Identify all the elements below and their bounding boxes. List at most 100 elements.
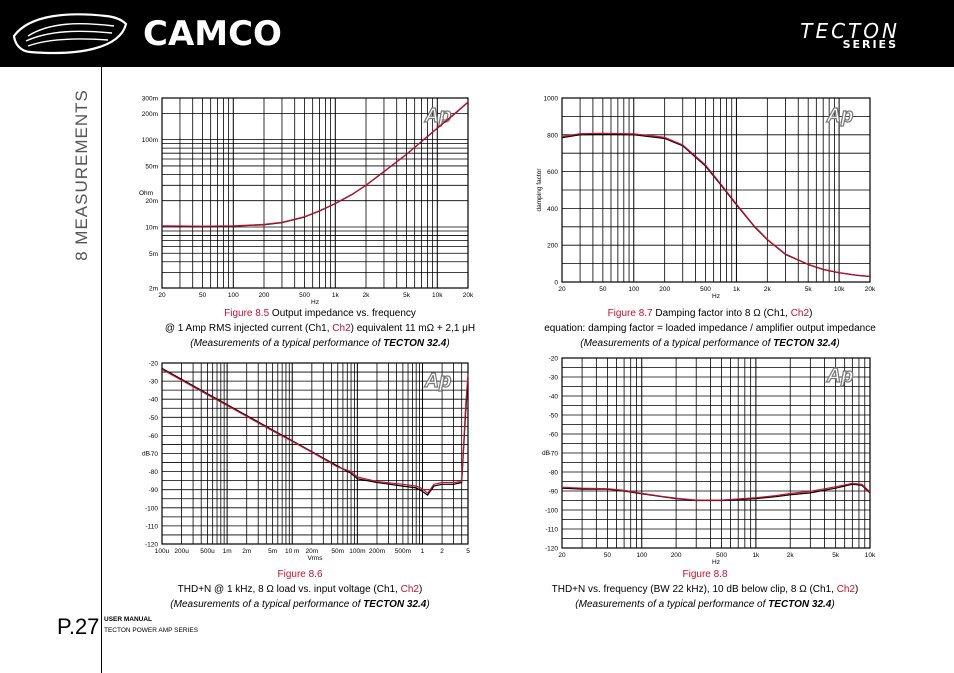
x-tick-label: 500m — [395, 548, 411, 555]
y-tick-label: -70 — [549, 451, 559, 458]
x-tick-label: 5k — [805, 286, 813, 293]
x-tick-label: 500 — [299, 292, 310, 299]
y-tick-label: 10m — [145, 224, 158, 231]
y-tick-label: -80 — [549, 470, 559, 477]
y-tick-label: -20 — [549, 356, 559, 363]
x-tick-label: 100u — [155, 548, 170, 555]
y-tick-label: 300m — [142, 96, 158, 103]
series-ch1-line — [161, 367, 469, 496]
y-axis-label: dB — [142, 451, 150, 458]
y-tick-label: 200m — [142, 111, 158, 118]
x-tick-label: 100m — [349, 548, 365, 555]
y-tick-label: -50 — [149, 415, 159, 422]
section-title: 8 MEASUREMENTS — [72, 89, 91, 261]
x-tick-label: 200 — [659, 286, 670, 293]
y-tick-label: -70 — [149, 451, 159, 458]
grid — [161, 97, 469, 289]
y-tick-label: -30 — [549, 375, 559, 382]
x-tick-label: 5k — [832, 552, 840, 559]
y-tick-label: -120 — [145, 542, 158, 549]
footer-manual: USER MANUAL — [104, 616, 153, 623]
y-tick-label: -80 — [149, 469, 159, 476]
y-tick-label: 400 — [547, 206, 558, 213]
y-tick-label: 100m — [142, 137, 158, 144]
plot-frame — [161, 362, 469, 545]
x-tick-label: 1k — [332, 292, 340, 299]
caption-fig87: Figure 8.7 Damping factor into 8 Ω (Ch1,… — [544, 308, 876, 349]
plot-frame — [161, 97, 469, 289]
y-axis-label: damping factor — [536, 168, 543, 212]
x-tick-label: 50 — [199, 292, 207, 299]
plot-frame — [561, 97, 871, 283]
x-tick-label: 500 — [700, 286, 711, 293]
x-tick-label: 1m — [223, 548, 232, 555]
series-ch2-line — [161, 368, 469, 494]
y-tick-label: -110 — [545, 527, 558, 534]
grid — [561, 97, 871, 283]
chart-thd-vs-voltage: 100u 200u 500u 1m 2m 5m 10 m 20m 50m 100m 200m 500m… — [142, 361, 470, 563]
x-axis-label: Vrms — [308, 555, 324, 562]
y-tick-label: -100 — [545, 508, 558, 515]
caption-fig85: Figure 8.5 Output impedance vs. frequenc… — [164, 308, 476, 349]
x-tick-label: 2k — [363, 292, 371, 299]
y-tick-label: 0 — [554, 280, 558, 287]
x-axis-label: Hz — [712, 293, 720, 300]
figure-number: Figure 8.5 — [224, 308, 270, 319]
x-tick-label: 5 — [466, 548, 470, 555]
x-tick-label: 200m — [369, 548, 385, 555]
x-tick-label: 20 — [558, 552, 566, 559]
series-ch1-line — [561, 483, 871, 502]
x-tick-label: 10 m — [285, 548, 299, 555]
y-tick-label: -40 — [149, 397, 159, 404]
x-tick-label: 10k — [865, 552, 876, 559]
y-tick-label: -50 — [549, 413, 559, 420]
x-tick-label: 2 — [440, 548, 444, 555]
x-tick-label: 20 — [158, 292, 166, 299]
caption-fig88: Figure 8.8 THD+N vs. frequency (BW 22 kH… — [500, 567, 910, 612]
plot-frame — [561, 357, 871, 549]
y-tick-label: -40 — [549, 394, 559, 401]
series-ch2-line — [161, 101, 469, 227]
series-title: TECTON — [800, 19, 900, 43]
x-tick-label: 500u — [200, 548, 215, 555]
y-tick-label: 800 — [547, 132, 558, 139]
y-axis-label: dB — [542, 450, 550, 457]
x-tick-label: 20m — [306, 548, 319, 555]
x-tick-label: 200 — [259, 292, 270, 299]
ap-logo-icon: Ap — [826, 105, 854, 127]
y-tick-label: -90 — [549, 489, 559, 496]
x-tick-label: 10k — [432, 292, 443, 299]
chart-thd-vs-frequency: 20 50 100 200 500 1k 2k 5k 10k -20 -30 -40 -50 -60 -70… — [542, 356, 876, 567]
x-tick-label: 100 — [636, 552, 647, 559]
series-ch2-line — [561, 132, 871, 277]
page-header: CAMCO TECTON SERIES — [0, 0, 954, 67]
y-tick-label: 2m — [149, 286, 158, 293]
x-tick-label: 2m — [242, 548, 251, 555]
grid — [561, 357, 871, 549]
x-tick-label: 1 — [421, 548, 425, 555]
x-tick-label: 2k — [764, 286, 772, 293]
y-tick-label: -120 — [545, 546, 558, 553]
y-tick-label: 1000 — [544, 96, 559, 103]
y-tick-label: 600 — [547, 169, 558, 176]
x-tick-label: 200u — [174, 548, 189, 555]
x-tick-label: 50 — [604, 552, 612, 559]
chart-damping-factor: 20 50 100 200 500 1k 2k 5k 10k 20k 0 200 400 600 800 10… — [536, 96, 876, 301]
x-axis-label: Hz — [712, 559, 720, 566]
margin-divider — [101, 67, 102, 673]
y-tick-label: -90 — [149, 487, 159, 494]
x-tick-label: 200 — [671, 552, 682, 559]
camco-logo-icon — [10, 8, 130, 65]
brand-name: CAMCO — [143, 14, 282, 54]
x-tick-label: 5k — [403, 292, 411, 299]
series-subtitle: SERIES — [842, 38, 898, 51]
ap-logo-icon: Ap — [424, 370, 452, 392]
ap-logo-icon: Ap — [424, 105, 452, 127]
y-tick-label: 50m — [145, 163, 158, 170]
chart-output-impedance: 20 50 100 200 500 1k 2k 5k 10k 20k 2m 5m 10m 20m 50m 10… — [139, 96, 474, 307]
x-axis-label: Hz — [311, 299, 319, 306]
x-tick-label: 20k — [865, 286, 876, 293]
page-number: P.27 — [57, 614, 100, 639]
y-tick-label: -20 — [149, 361, 159, 368]
y-tick-label: 20m — [145, 198, 158, 205]
